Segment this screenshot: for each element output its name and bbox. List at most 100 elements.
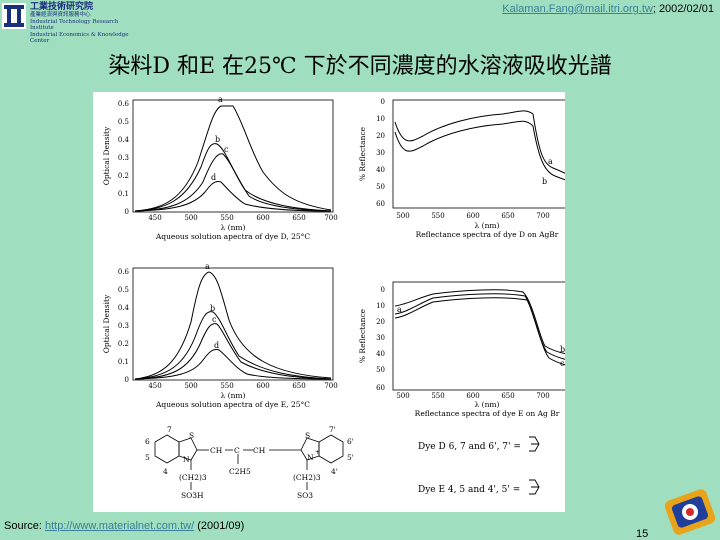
legend-dye-e: Dye E 4, 5 and 4', 5' = <box>418 485 520 495</box>
atom-label: 6 <box>145 437 150 446</box>
atom-label: CH <box>210 446 223 455</box>
tick-label: 0.4 <box>118 304 130 312</box>
tick-label: 20 <box>376 132 385 140</box>
atom-label: CH <box>253 446 266 455</box>
tick-label: 50 <box>376 366 385 374</box>
x-axis-label: λ (nm) <box>221 223 246 232</box>
tick-label: 0 <box>125 208 129 216</box>
tick-label: 0 <box>381 98 385 106</box>
curve-label: a <box>205 262 210 271</box>
tick-label: 650 <box>292 214 305 222</box>
curve-label: a <box>218 95 223 104</box>
tick-label: 50 <box>376 183 385 191</box>
tick-label: 60 <box>376 384 385 392</box>
x-ticks: 450 500 550 600 650 700 <box>148 382 337 390</box>
panel-caption: Aqueous solution apectra of dye D, 25°C <box>155 232 311 241</box>
tick-label: 0.4 <box>118 136 130 144</box>
author-email-link[interactable]: Kalaman.Fang@mail.itri.org.tw <box>502 3 653 15</box>
tick-label: 650 <box>501 212 514 220</box>
x-ticks: 500 550 600 650 700 750 <box>396 392 549 400</box>
tick-label: 650 <box>501 392 514 400</box>
tick-label: 40 <box>376 166 385 174</box>
tick-label: 20 <box>376 318 385 326</box>
x-axis-label: λ (nm) <box>475 400 500 409</box>
x-ticks: 450 500 550 600 650 700 <box>148 214 337 222</box>
curve-label: a <box>548 157 553 166</box>
atom-label: 5 <box>145 453 150 462</box>
source-citation: Source: http://www.materialnet.com.tw/ (… <box>4 520 244 532</box>
tick-label: 0.1 <box>118 358 129 366</box>
logo-line4: Industrial Economics & Knowledge Center <box>30 31 129 45</box>
tick-label: 550 <box>431 392 444 400</box>
source-link[interactable]: http://www.materialnet.com.tw/ <box>44 520 195 532</box>
ieknet-corner-logo-icon <box>664 489 716 535</box>
y-ticks: 0 10 20 30 40 50 60 <box>376 98 385 208</box>
panel-caption: Reflectance spectra of dye D on AgBr <box>416 230 559 239</box>
tick-label: 550 <box>220 214 233 222</box>
itri-logo: 工業技術研究院 產業經濟與資訊服務中心 Industrial Technolog… <box>0 0 140 44</box>
header-date: ; 2002/02/01 <box>652 3 714 15</box>
tick-label: 700 <box>536 392 549 400</box>
y-ticks: 0 0.1 0.2 0.3 0.4 0.5 0.6 <box>118 100 130 216</box>
atom-label: S <box>189 431 194 440</box>
tick-label: 0 <box>381 286 385 294</box>
atom-label: SO3H <box>181 491 204 500</box>
y-ticks: 0 0.1 0.2 0.3 0.4 0.5 0.6 <box>118 268 130 384</box>
dye-chemical-structure: 7 6 5 4 S N CH C CH S N 7' 6' 5' 4' (CH2… <box>145 425 354 500</box>
panel-d-absorption: a b c d 0 0.1 0.2 0.3 0.4 0.5 0.6 450 50… <box>102 95 338 241</box>
spectra-figure: a b c d 0 0.1 0.2 0.3 0.4 0.5 0.6 450 50… <box>93 92 565 512</box>
atom-label: N <box>183 455 190 464</box>
tick-label: 30 <box>376 149 385 157</box>
atom-label: C <box>234 446 240 455</box>
atom-label: (CH2)3 <box>179 473 207 482</box>
curve-label: c <box>224 145 229 154</box>
tick-label: 450 <box>148 214 161 222</box>
x-axis-label: λ (nm) <box>221 391 246 400</box>
logo-line2: 產業經濟與資訊服務中心 <box>30 12 91 18</box>
tick-label: 600 <box>466 392 479 400</box>
atom-label: 4' <box>331 467 338 476</box>
tick-label: 600 <box>256 382 269 390</box>
spectra-figure-svg: a b c d 0 0.1 0.2 0.3 0.4 0.5 0.6 450 50… <box>102 95 565 500</box>
atom-label: 7' <box>329 425 336 434</box>
y-axis-label: % Reflectance <box>358 308 367 363</box>
atom-label: SO3 <box>297 491 313 500</box>
tick-label: 0.3 <box>118 154 129 162</box>
tick-label: 30 <box>376 334 385 342</box>
panel-d-reflectance: a b 0 10 20 30 40 50 60 500 550 600 650 … <box>358 98 565 239</box>
curve-label: a <box>397 305 402 314</box>
tick-label: 600 <box>256 214 269 222</box>
logo-line3: Industrial Technology Research Institute <box>30 18 119 32</box>
tick-label: 600 <box>466 212 479 220</box>
tick-label: 0.1 <box>118 190 129 198</box>
substituent-legend: Dye D 6, 7 and 6', 7' = Dye E 4, 5 and 4… <box>418 436 540 495</box>
tick-label: 0.5 <box>118 118 129 126</box>
tick-label: 500 <box>396 212 409 220</box>
logo-line1: 工業技術研究院 <box>30 2 94 12</box>
y-axis-label: Optical Density <box>102 126 111 185</box>
tick-label: 40 <box>376 350 385 358</box>
tick-label: 0.2 <box>118 172 129 180</box>
legend-dye-d: Dye D 6, 7 and 6', 7' = <box>418 442 521 452</box>
itri-logo-icon <box>2 3 26 29</box>
atom-label: (CH2)3 <box>293 473 321 482</box>
curve-label: c <box>212 315 217 324</box>
tick-label: 0.2 <box>118 340 129 348</box>
source-year: (2001/09) <box>194 520 245 532</box>
slide-title: 染料D 和E 在25℃ 下於不同濃度的水溶液吸收光譜 <box>108 54 612 79</box>
atom-label: 5' <box>347 453 354 462</box>
tick-label: 0.6 <box>118 100 130 108</box>
x-axis-label: λ (nm) <box>475 221 500 230</box>
curve-label: b <box>215 135 220 144</box>
atom-label: S <box>305 431 310 440</box>
curve-label: b <box>542 177 547 186</box>
curve-label: d <box>214 341 219 350</box>
atom-label: C2H5 <box>229 467 251 476</box>
tick-label: 500 <box>184 214 197 222</box>
atom-label: 4 <box>163 467 168 476</box>
tick-label: 700 <box>324 382 337 390</box>
tick-label: 700 <box>324 214 337 222</box>
tick-label: 60 <box>376 200 385 208</box>
atom-label: N <box>307 453 314 462</box>
atom-label: + <box>315 449 320 456</box>
